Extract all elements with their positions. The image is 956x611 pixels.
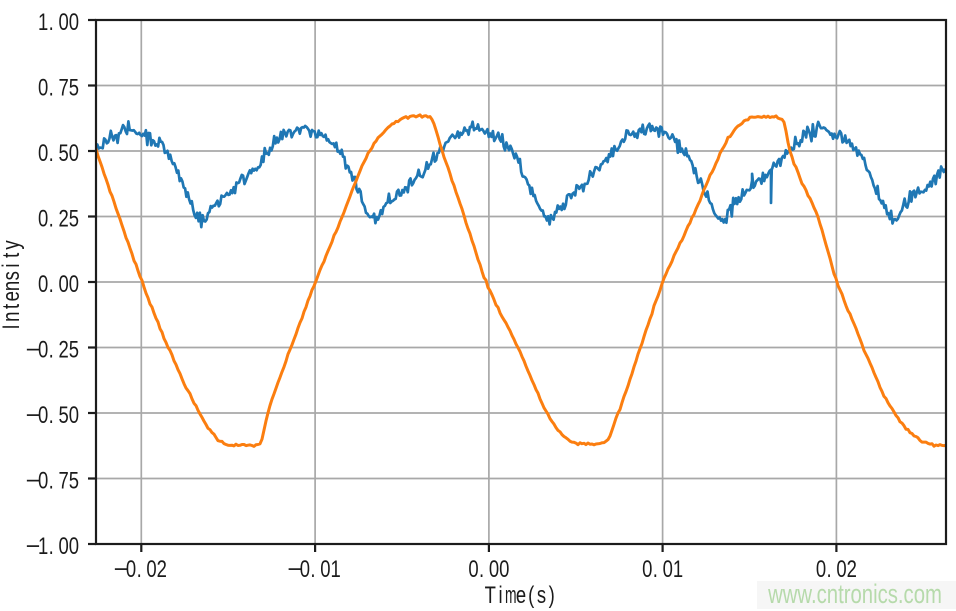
svg-text:): ): [549, 582, 555, 609]
svg-text:i: i: [0, 263, 25, 267]
svg-text:.: .: [653, 556, 658, 583]
svg-text:0: 0: [69, 402, 79, 429]
svg-text:7: 7: [59, 467, 69, 494]
svg-text:−: −: [26, 534, 41, 560]
svg-text:0: 0: [38, 467, 48, 494]
svg-text:2: 2: [157, 556, 167, 583]
svg-text:5: 5: [59, 402, 69, 429]
svg-text:0: 0: [38, 205, 48, 232]
svg-text:n: n: [0, 281, 25, 291]
svg-text:e: e: [0, 291, 25, 301]
svg-text:0: 0: [38, 336, 48, 363]
svg-text:1: 1: [330, 556, 340, 583]
svg-text:0: 0: [836, 556, 846, 583]
svg-text:.: .: [49, 74, 54, 101]
svg-text:5: 5: [69, 467, 79, 494]
svg-text:0: 0: [642, 556, 652, 583]
svg-text:0: 0: [146, 556, 156, 583]
svg-text:0: 0: [489, 556, 499, 583]
svg-text:T: T: [485, 582, 496, 609]
svg-text:s: s: [537, 582, 546, 609]
svg-text:.: .: [49, 533, 54, 560]
svg-text:0: 0: [663, 556, 673, 583]
svg-text:n: n: [0, 312, 25, 322]
svg-text:y: y: [0, 240, 25, 249]
svg-text:2: 2: [59, 336, 69, 363]
svg-text:0: 0: [816, 556, 826, 583]
svg-text:.: .: [49, 467, 54, 494]
svg-text:0: 0: [38, 74, 48, 101]
svg-text:0: 0: [69, 140, 79, 167]
svg-text:.: .: [49, 402, 54, 429]
svg-text:0: 0: [69, 271, 79, 298]
svg-text:m: m: [505, 582, 517, 609]
svg-text:e: e: [516, 582, 526, 609]
svg-text:−: −: [287, 557, 302, 583]
svg-text:.: .: [827, 556, 832, 583]
svg-text:5: 5: [69, 205, 79, 232]
svg-text:−: −: [113, 557, 128, 583]
svg-text:0: 0: [126, 556, 136, 583]
svg-text:s: s: [0, 271, 25, 280]
svg-text:0: 0: [59, 9, 69, 36]
svg-text:.: .: [49, 205, 54, 232]
svg-text:.: .: [137, 556, 142, 583]
svg-text:(: (: [528, 582, 534, 609]
svg-text:−: −: [26, 337, 41, 363]
svg-text:t: t: [0, 253, 25, 258]
svg-text:0: 0: [59, 271, 69, 298]
svg-text:−: −: [26, 403, 41, 429]
svg-text:5: 5: [69, 336, 79, 363]
svg-text:www.cntronics.com: www.cntronics.com: [767, 579, 942, 610]
svg-text:0: 0: [300, 556, 310, 583]
svg-text:5: 5: [69, 74, 79, 101]
svg-text:0: 0: [499, 556, 509, 583]
svg-text:.: .: [49, 140, 54, 167]
svg-text:.: .: [479, 556, 484, 583]
svg-text:.: .: [49, 271, 54, 298]
svg-text:I: I: [0, 324, 25, 329]
svg-text:.: .: [49, 9, 54, 36]
svg-text:1: 1: [38, 9, 48, 36]
svg-text:0: 0: [320, 556, 330, 583]
svg-text:.: .: [49, 336, 54, 363]
svg-text:i: i: [498, 582, 502, 609]
svg-text:2: 2: [59, 205, 69, 232]
svg-text:t: t: [0, 304, 25, 309]
svg-text:0: 0: [38, 140, 48, 167]
svg-text:5: 5: [59, 140, 69, 167]
svg-text:0: 0: [38, 402, 48, 429]
svg-text:0: 0: [59, 533, 69, 560]
svg-text:0: 0: [69, 9, 79, 36]
svg-text:0: 0: [38, 271, 48, 298]
svg-text:0: 0: [468, 556, 478, 583]
svg-text:1: 1: [673, 556, 683, 583]
svg-text:.: .: [310, 556, 315, 583]
svg-text:7: 7: [59, 74, 69, 101]
svg-text:1: 1: [38, 533, 48, 560]
svg-text:2: 2: [847, 556, 857, 583]
svg-text:0: 0: [69, 533, 79, 560]
svg-text:−: −: [26, 468, 41, 494]
